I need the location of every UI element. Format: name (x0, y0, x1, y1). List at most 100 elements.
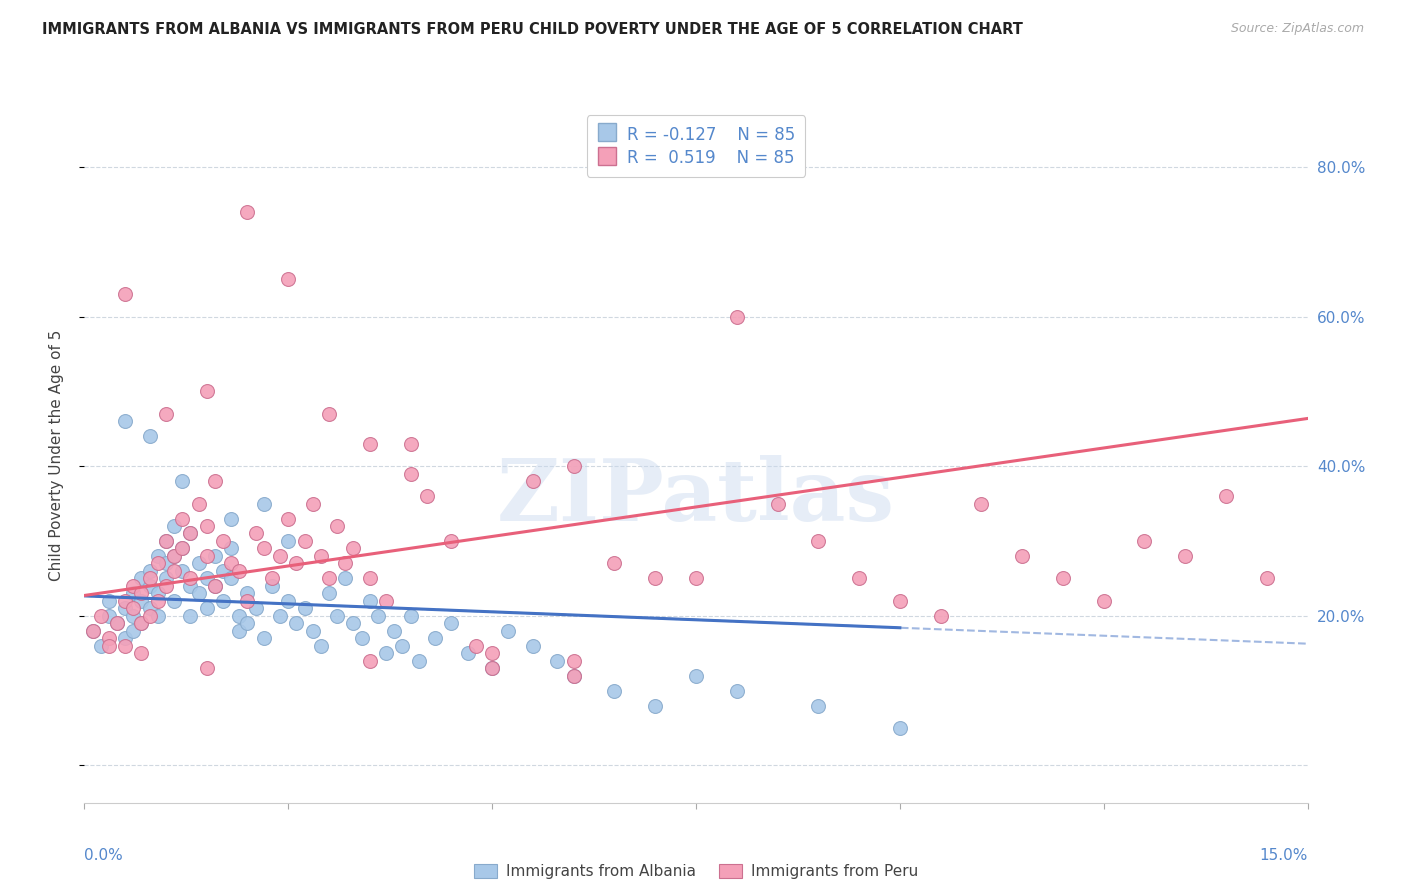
Point (138, 564, 160, 578)
Point (464, 639, 486, 653)
Point (309, 549, 332, 563)
Point (105, 616, 128, 631)
Point (204, 579, 226, 593)
Point (342, 541, 364, 556)
Point (195, 384, 218, 399)
Point (155, 557, 177, 571)
Point (131, 646, 153, 660)
Point (399, 608, 422, 623)
Point (163, 564, 186, 578)
Point (179, 579, 201, 593)
Point (122, 624, 145, 638)
Point (163, 549, 186, 563)
Point (138, 571, 160, 585)
Point (277, 511, 299, 525)
Point (375, 594, 398, 608)
Point (562, 668, 585, 682)
Point (326, 519, 349, 533)
Point (195, 661, 218, 675)
Point (889, 721, 911, 735)
Point (277, 272, 299, 286)
Point (82, 624, 104, 638)
Point (131, 616, 153, 631)
Point (204, 474, 226, 488)
Point (408, 654, 430, 668)
Point (301, 624, 323, 638)
Point (179, 526, 201, 541)
Point (335, 571, 357, 585)
Point (114, 594, 136, 608)
Point (644, 698, 666, 713)
Point (375, 646, 398, 660)
Point (122, 608, 145, 623)
Point (122, 586, 145, 600)
Point (131, 571, 153, 585)
Point (105, 616, 128, 631)
Point (309, 639, 332, 653)
Point (236, 594, 259, 608)
Point (260, 571, 283, 585)
Point (889, 594, 911, 608)
Point (228, 624, 250, 638)
Point (294, 601, 316, 615)
Point (204, 549, 226, 563)
Point (179, 571, 201, 585)
Point (342, 616, 364, 631)
Point (212, 594, 235, 608)
Point (285, 616, 308, 631)
Point (359, 571, 381, 585)
Point (481, 646, 503, 660)
Point (228, 608, 250, 623)
Point (195, 571, 218, 585)
Point (546, 654, 568, 668)
Point (245, 601, 267, 615)
Point (318, 586, 340, 600)
Point (399, 467, 422, 481)
Point (1256, 571, 1278, 585)
Point (391, 639, 413, 653)
Legend: Immigrants from Albania, Immigrants from Peru: Immigrants from Albania, Immigrants from… (468, 858, 924, 886)
Point (82, 624, 104, 638)
Point (90, 608, 112, 623)
Point (285, 557, 308, 571)
Point (97, 594, 120, 608)
Point (1011, 549, 1033, 563)
Point (522, 639, 544, 653)
Point (359, 436, 381, 450)
Point (929, 608, 952, 623)
Point (187, 557, 209, 571)
Text: Source: ZipAtlas.com: Source: ZipAtlas.com (1230, 22, 1364, 36)
Point (187, 586, 209, 600)
Point (138, 579, 160, 593)
Point (440, 533, 463, 548)
Point (90, 639, 112, 653)
Point (146, 594, 169, 608)
Point (848, 571, 870, 585)
Point (236, 616, 259, 631)
Point (131, 594, 153, 608)
Point (440, 616, 463, 631)
Point (260, 579, 283, 593)
Point (807, 698, 830, 713)
Point (359, 594, 381, 608)
Point (301, 497, 323, 511)
Point (269, 608, 291, 623)
Point (1052, 571, 1074, 585)
Point (562, 668, 585, 682)
Point (114, 639, 136, 653)
Point (219, 571, 242, 585)
Point (1215, 489, 1237, 503)
Point (318, 571, 340, 585)
Point (172, 541, 194, 556)
Point (146, 549, 169, 563)
Point (253, 541, 276, 556)
Point (423, 631, 446, 645)
Point (522, 474, 544, 488)
Point (179, 608, 201, 623)
Point (807, 533, 830, 548)
Point (114, 631, 136, 645)
Point (172, 474, 194, 488)
Point (138, 601, 160, 615)
Point (204, 579, 226, 593)
Point (212, 564, 235, 578)
